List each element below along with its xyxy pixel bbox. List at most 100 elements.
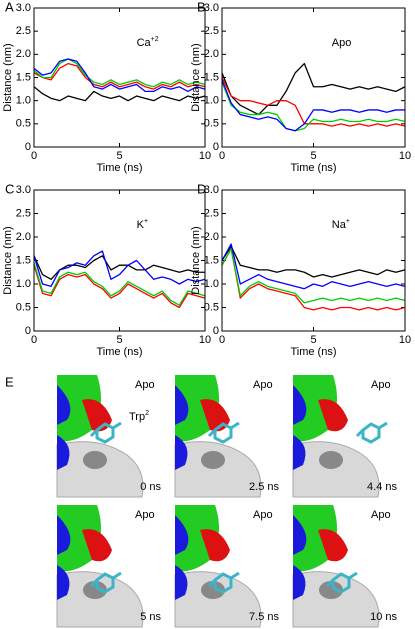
series-line [33,62,206,90]
state-label: Apo [371,379,391,391]
annotation-base: Ca [137,37,152,49]
annotation-sup: +2 [151,36,159,43]
y-tick-label: 0 [25,325,31,337]
ligand [207,571,240,594]
x-tick-label: 10 [199,334,211,346]
surface-white [292,571,380,628]
ligand [355,421,388,444]
state-label: Apo [135,509,155,521]
y-tick-label: 2.0 [204,231,219,243]
y-tick-label: 1.0 [204,95,219,107]
y-tick-label: 0.5 [16,301,31,313]
x-tick-label: 10 [399,150,411,162]
annotation-base: Na [332,219,347,231]
annotation: Ca+2 [137,36,159,49]
snapshot: Apo 2.5 ns [174,375,287,498]
series-line [221,62,406,116]
surface-red [82,529,112,562]
y-axis-label: Distance (nm) [2,226,14,294]
y-tick-label: 3.0 [204,2,219,14]
time-label: 2.5 ns [249,481,279,493]
snapshot: Apo 4.4 ns [292,375,405,498]
y-tick-label: 1.0 [204,278,219,290]
surface-white [56,571,144,628]
surface-green [175,505,219,572]
surface-blue [293,385,307,425]
pocket [83,451,107,469]
x-tick-label: 0 [219,150,225,162]
state-label: Apo [253,379,273,391]
time-label: 0 ns [140,481,161,493]
y-tick-label: 2.5 [16,25,31,37]
surface-white [174,441,262,498]
x-axis-label: Time (ns) [96,162,142,174]
annotation-sup: + [346,218,350,225]
ligand [89,421,122,444]
annotation-sup: + [144,218,148,225]
surface-blue [57,385,71,425]
y-tick-label: 2.0 [16,231,31,243]
series-line [33,255,205,280]
y-tick-label: 0 [213,325,219,337]
y-tick-label: 3.0 [16,184,31,196]
plot-frame [221,189,406,332]
surface-blue [57,435,70,470]
series-line [221,77,406,127]
x-axis-label: Time (ns) [290,346,336,358]
annotation: Na+ [332,218,350,231]
annotation-base: K [137,219,145,231]
series-line [221,245,406,278]
annotation-base: Apo [332,37,352,49]
surface-blue [175,435,188,470]
y-tick-label: 3.0 [16,2,31,14]
surface-blue [175,515,189,555]
surface-green [175,375,219,442]
y-axis-label: Distance (nm) [190,43,202,111]
surface-blue [57,565,70,600]
time-label: 4.4 ns [367,481,397,493]
y-tick-label: 2.0 [16,48,31,60]
ligand [89,571,122,594]
y-tick-label: 2.5 [204,207,219,219]
annotation: Apo [332,37,352,49]
x-tick-label: 5 [310,334,316,346]
pocket [83,581,107,599]
pocket [319,581,343,599]
series-line [33,58,206,93]
surface-green [293,375,337,442]
y-tick-label: 1.0 [16,95,31,107]
y-tick-label: 3.0 [204,184,219,196]
series-line [221,248,406,311]
panel-letter: E [5,374,14,389]
y-tick-label: 1.0 [16,278,31,290]
y-tick-label: 0 [213,141,219,153]
y-tick-label: 0 [25,141,31,153]
series-line [221,243,406,290]
series-line [221,79,405,132]
plot-frame [33,189,206,332]
y-tick-label: 2.0 [204,48,219,60]
y-axis-label: Distance (nm) [190,226,202,294]
ligand [207,421,240,444]
x-axis-label: Time (ns) [290,162,336,174]
surface-white [174,571,262,628]
x-tick-label: 0 [31,334,37,346]
surface-blue [293,565,306,600]
ligand [325,571,358,594]
panel-letter: D [197,181,206,196]
series-line [221,81,406,132]
y-tick-label: 1.5 [16,254,31,266]
x-tick-label: 5 [116,334,122,346]
residue-label-base: Trp [129,411,145,423]
surface-red [200,529,230,562]
series-line [33,250,206,288]
pocket [201,581,225,599]
snapshot: Apo 0 ns [56,375,169,498]
pocket [319,451,343,469]
surface-red [318,399,348,432]
series-line [221,248,406,304]
y-tick-label: 0.5 [204,118,219,130]
x-tick-label: 0 [219,334,225,346]
x-tick-label: 5 [310,150,316,162]
